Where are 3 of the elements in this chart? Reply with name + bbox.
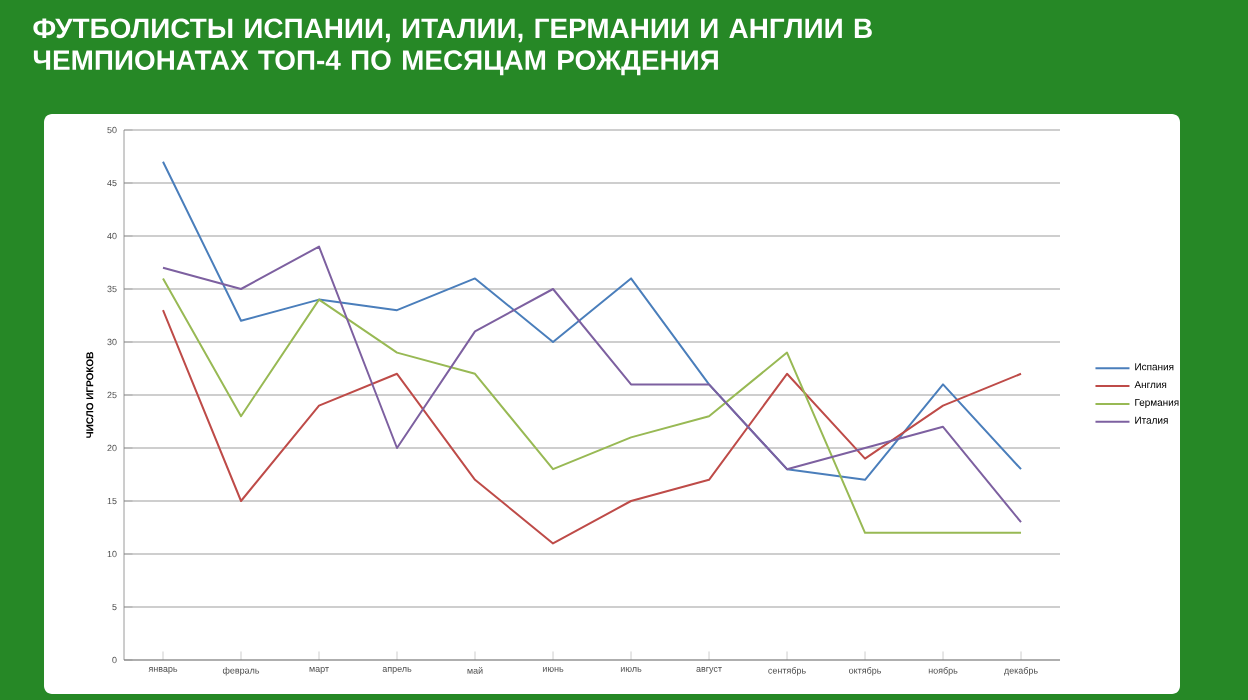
line-series	[162, 309, 1023, 545]
chart-title: ФУТБОЛИСТЫ ИСПАНИИ, ИТАЛИИ, ГЕРМАНИИ И АНГЛИИ В ЧЕМПИОНАТАХ ТОП-4 ПО МЕСЯЦАМ РОЖДЕНИЯ	[33, 18, 872, 76]
line-series	[162, 160, 1023, 481]
